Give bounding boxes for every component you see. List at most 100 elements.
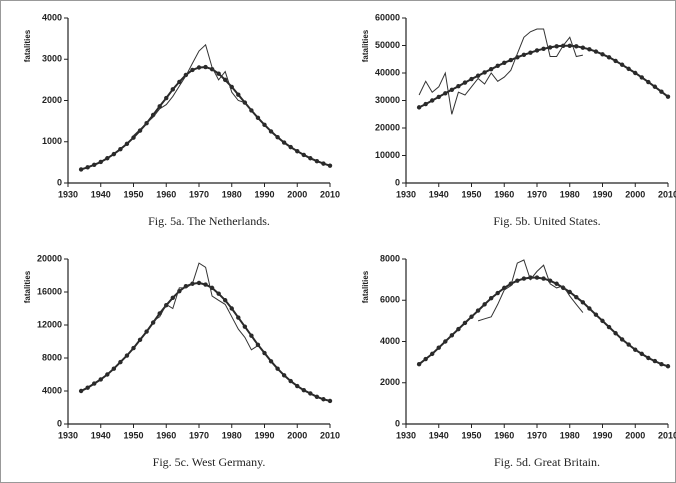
fit-marker (423, 356, 428, 362)
fit-marker (301, 152, 306, 158)
x-tick-label: 1950 (123, 430, 143, 440)
data-line (477, 259, 584, 322)
y-axis-label: fatalities (23, 29, 32, 62)
x-tick-label: 1930 (396, 430, 416, 440)
fit-marker (436, 94, 441, 100)
caption: Fig. 5c. West Germany. (153, 455, 266, 469)
y-tick-label: 3000 (42, 54, 62, 64)
fit-marker (574, 294, 579, 300)
fit-marker (150, 320, 156, 325)
fit-marker (262, 350, 267, 356)
fit-marker (314, 394, 320, 399)
x-tick-label: 1940 (429, 430, 449, 440)
fit-marker (633, 70, 638, 76)
fit-marker (528, 50, 533, 55)
fit-marker (321, 161, 326, 166)
x-tick-label: 1980 (560, 430, 580, 440)
y-tick-label: 4000 (380, 336, 400, 346)
fit-marker (157, 104, 162, 109)
fit-marker (534, 48, 540, 53)
y-tick-label: 16000 (37, 286, 62, 296)
fit-marker (541, 46, 546, 51)
fit-marker (295, 383, 300, 389)
fit-marker (216, 291, 221, 296)
fit-marker (554, 281, 559, 286)
y-tick-label: 20000 (375, 122, 400, 132)
fit-marker (547, 45, 553, 50)
fit-marker (659, 361, 664, 367)
fit-marker (600, 318, 605, 324)
fit-marker (443, 91, 448, 96)
x-tick-label: 1960 (156, 189, 176, 199)
data-line (418, 28, 584, 115)
fit-marker (606, 324, 612, 330)
fit-marker (554, 44, 559, 49)
y-tick-label: 10000 (375, 150, 400, 160)
fit-marker (170, 87, 175, 92)
fit-marker (137, 128, 143, 133)
fit-marker (236, 315, 241, 320)
fit-marker (665, 364, 671, 369)
fit-marker (652, 358, 658, 364)
x-tick-label: 2010 (658, 189, 676, 199)
fit-marker (521, 276, 527, 281)
y-tick-label: 50000 (375, 40, 400, 50)
fit-marker (216, 71, 221, 76)
chart-panel: 0 1000 2000 3000 4000 1930 1940 1950 1960 1970 198… (23, 12, 340, 228)
fit-marker (515, 278, 520, 283)
fit-marker (170, 295, 175, 300)
fit-marker (131, 135, 136, 140)
fit-marker (236, 92, 241, 97)
fit-marker (124, 141, 130, 147)
fit-marker (190, 67, 195, 73)
data-line (152, 262, 259, 351)
fit-marker (288, 144, 293, 150)
x-tick-label: 2000 (287, 430, 307, 440)
x-tick-label: 1990 (254, 430, 274, 440)
fit-marker (659, 89, 664, 94)
y-tick-label: 0 (57, 418, 62, 428)
fit-marker (593, 312, 599, 317)
fit-marker (606, 55, 612, 60)
fit-marker (462, 80, 468, 85)
y-tick-label: 12000 (37, 319, 62, 329)
fit-marker (262, 122, 267, 128)
fit-marker (281, 140, 287, 145)
y-tick-label: 8000 (42, 352, 62, 362)
x-tick-label: 1990 (592, 189, 612, 199)
fit-marker (295, 149, 300, 154)
fit-marker (281, 373, 287, 378)
x-tick-label: 1950 (461, 189, 481, 199)
fit-marker (105, 156, 110, 161)
x-tick-label: 1970 (189, 189, 209, 199)
y-axis-label: fatalities (23, 270, 32, 303)
fit-marker (203, 64, 208, 70)
x-tick-label: 2000 (625, 430, 645, 440)
x-tick-label: 1980 (560, 189, 580, 199)
fit-marker (469, 76, 474, 82)
y-tick-label: 0 (395, 177, 400, 187)
fit-marker (85, 165, 90, 170)
fit-marker (314, 158, 320, 164)
chart-panel: 0 10000 20000 30000 40000 50000 60000 1930 1940 1… (361, 12, 676, 228)
fit-marker (78, 167, 84, 172)
fit-marker (268, 359, 274, 364)
fit-marker (85, 385, 90, 390)
fit-marker (619, 337, 625, 342)
fit-marker (223, 298, 228, 303)
fit-marker (327, 398, 333, 404)
fit-marker (288, 378, 293, 384)
fit-marker (92, 162, 97, 168)
fit-marker (430, 351, 435, 357)
fit-marker (249, 333, 254, 338)
x-tick-label: 1980 (222, 430, 242, 440)
fit-marker (223, 77, 228, 83)
y-tick-label: 8000 (380, 253, 400, 263)
x-tick-label: 1970 (527, 189, 547, 199)
y-axis-label: fatalities (361, 29, 370, 62)
x-tick-label: 2000 (287, 189, 307, 199)
fit-marker (475, 308, 481, 313)
y-tick-label: 0 (395, 418, 400, 428)
y-tick-label: 40000 (375, 67, 400, 77)
